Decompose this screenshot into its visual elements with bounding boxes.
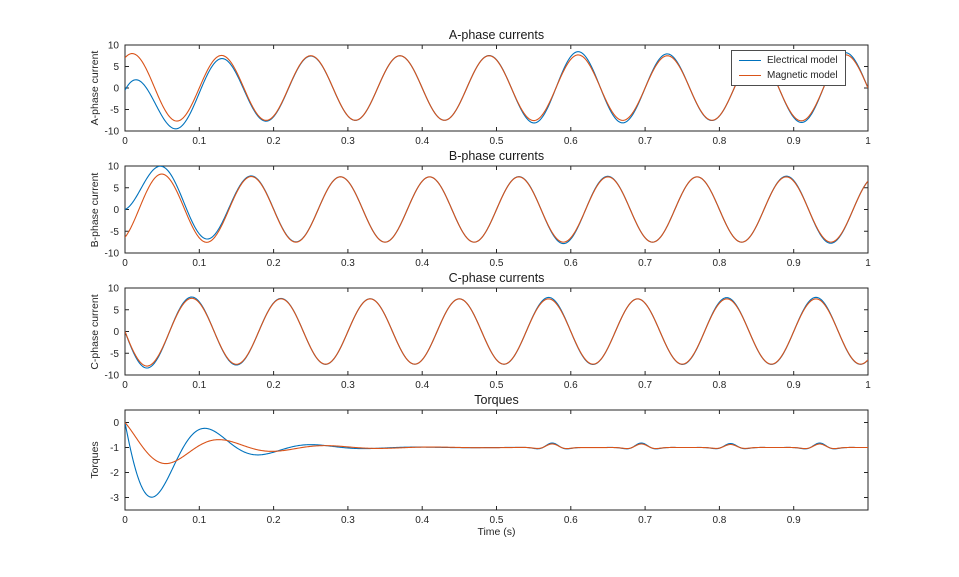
x-tick-label: 0.3 xyxy=(341,136,355,147)
legend[interactable]: Electrical model Magnetic model xyxy=(731,50,846,86)
legend-label-electrical: Electrical model xyxy=(767,55,838,66)
series-electrical-model xyxy=(125,422,868,498)
legend-entry-electrical[interactable]: Electrical model xyxy=(739,54,838,67)
x-tick-label: 0.7 xyxy=(638,515,652,526)
x-tick-label: 0.7 xyxy=(638,380,652,391)
x-tick-label: 0.8 xyxy=(712,258,726,269)
x-tick-label: 0.2 xyxy=(267,515,281,526)
x-tick-label: 0.3 xyxy=(341,258,355,269)
y-tick-label: 0 xyxy=(113,418,119,429)
x-tick-label: 0.6 xyxy=(564,258,578,269)
x-tick-label: 0.5 xyxy=(490,380,504,391)
x-tick-label: 0.9 xyxy=(787,515,801,526)
y-tick-label: -1 xyxy=(110,443,119,454)
y-tick-label: -2 xyxy=(110,468,119,479)
series-magnetic-model xyxy=(125,173,868,243)
x-tick-label: 0.5 xyxy=(490,515,504,526)
x-tick-label: 0.4 xyxy=(415,515,429,526)
x-tick-label: 0 xyxy=(122,380,128,391)
series-electrical-model xyxy=(125,296,868,369)
x-tick-label: 0.5 xyxy=(490,136,504,147)
x-tick-label: 0.6 xyxy=(564,515,578,526)
x-tick-label: 0.6 xyxy=(564,136,578,147)
series-electrical-model xyxy=(125,166,868,245)
y-tick-label: 5 xyxy=(113,183,119,194)
y-tick-label: 10 xyxy=(108,162,120,173)
magnetic-model-line-swatch xyxy=(739,75,761,76)
y-tick-label: 0 xyxy=(113,327,119,338)
x-tick-label: 0.5 xyxy=(490,258,504,269)
y-tick-label: -5 xyxy=(110,227,119,238)
xlabel-time: Time (s) xyxy=(477,526,516,538)
x-tick-label: 0.8 xyxy=(712,515,726,526)
y-tick-label: -10 xyxy=(105,249,120,260)
x-tick-label: 0.2 xyxy=(267,380,281,391)
y-tick-label: -5 xyxy=(110,349,119,360)
x-tick-label: 0 xyxy=(122,136,128,147)
x-tick-label: 0.7 xyxy=(638,258,652,269)
x-tick-label: 0.7 xyxy=(638,136,652,147)
x-tick-label: 0 xyxy=(122,515,128,526)
x-tick-label: 1 xyxy=(865,258,871,269)
y-tick-label: -10 xyxy=(105,127,120,138)
x-tick-label: 0.8 xyxy=(712,380,726,391)
x-tick-label: 0.8 xyxy=(712,136,726,147)
plot-title-torques: Torques xyxy=(474,393,519,407)
x-tick-label: 0.2 xyxy=(267,136,281,147)
series-magnetic-model xyxy=(125,297,868,367)
x-tick-label: 1 xyxy=(865,136,871,147)
x-tick-label: 0.1 xyxy=(192,380,206,391)
x-tick-label: 0.9 xyxy=(787,136,801,147)
x-tick-label: 0.3 xyxy=(341,380,355,391)
x-tick-label: 0 xyxy=(122,258,128,269)
x-tick-label: 0.6 xyxy=(564,380,578,391)
x-tick-label: 0.9 xyxy=(787,258,801,269)
x-tick-label: 0.1 xyxy=(192,258,206,269)
x-tick-label: 0.1 xyxy=(192,515,206,526)
y-tick-label: 0 xyxy=(113,205,119,216)
x-tick-label: 0.4 xyxy=(415,380,429,391)
plot-title-a-phase: A-phase currents xyxy=(448,28,545,42)
y-tick-label: 5 xyxy=(113,305,119,316)
y-tick-label: 10 xyxy=(108,284,120,295)
x-tick-label: 0.1 xyxy=(192,136,206,147)
plot-box xyxy=(124,409,869,511)
x-tick-label: 0.3 xyxy=(341,515,355,526)
plot-title-b-phase: B-phase currents xyxy=(448,149,545,163)
y-tick-label: 0 xyxy=(113,84,119,95)
x-tick-label: 0.4 xyxy=(415,136,429,147)
y-tick-label: -10 xyxy=(105,371,120,382)
y-tick-label: -5 xyxy=(110,105,119,116)
y-tick-label: 5 xyxy=(113,62,119,73)
y-tick-label: -3 xyxy=(110,493,119,504)
plot-box xyxy=(124,287,869,376)
plot-title-c-phase: C-phase currents xyxy=(448,271,545,285)
series-magnetic-model xyxy=(125,422,868,465)
x-tick-label: 0.4 xyxy=(415,258,429,269)
x-tick-label: 1 xyxy=(865,380,871,391)
y-tick-label: 10 xyxy=(108,41,120,52)
electrical-model-line-swatch xyxy=(739,60,761,61)
x-tick-label: 0.9 xyxy=(787,380,801,391)
x-tick-label: 0.2 xyxy=(267,258,281,269)
legend-entry-magnetic[interactable]: Magnetic model xyxy=(739,69,838,82)
legend-label-magnetic: Magnetic model xyxy=(767,70,838,81)
